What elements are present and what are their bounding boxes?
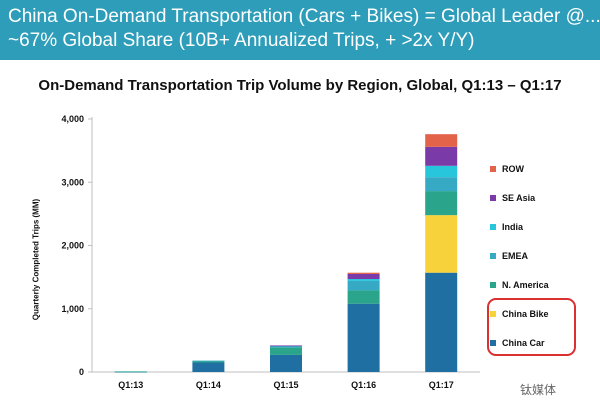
banner-title-line-1: China On-Demand Transportation (Cars + B…	[8, 6, 600, 27]
bar-segment-emea	[192, 360, 225, 362]
bar-segment-row	[347, 272, 380, 274]
legend-label: N. America	[502, 280, 549, 290]
legend-swatch	[490, 340, 496, 346]
legend-swatch	[490, 195, 496, 201]
x-tick-label: Q1:15	[273, 380, 298, 390]
y-tick-label: 4,000	[61, 114, 84, 124]
bar-segment-india	[347, 279, 380, 281]
bar-segment-n-america	[270, 347, 302, 355]
bar-segment-india	[425, 165, 458, 178]
legend-item-china-car: China Car	[490, 337, 545, 349]
bar-segment-emea	[425, 177, 458, 192]
bar-segment-se-asia	[425, 146, 458, 166]
y-tick-label: 2,000	[61, 241, 84, 251]
bar-segment-n-america	[425, 191, 458, 216]
bar-segment-row	[425, 134, 458, 147]
bar-segment-n-america	[114, 371, 147, 373]
legend-label: China Bike	[502, 309, 549, 319]
legend-swatch	[490, 253, 496, 259]
x-tick-label: Q1:14	[196, 380, 221, 390]
legend-label: China Car	[502, 338, 545, 348]
legend-item-china-bike: China Bike	[490, 308, 549, 320]
legend-item-india: India	[490, 221, 523, 233]
legend-swatch	[490, 166, 496, 172]
x-tick-label: Q1:17	[429, 380, 454, 390]
y-tick-label: 1,000	[61, 304, 84, 314]
bar-segment-n-america	[192, 360, 225, 363]
x-tick-label: Q1:16	[351, 380, 376, 390]
legend-item-se-asia: SE Asia	[490, 192, 535, 204]
bar-segment-emea	[270, 346, 302, 348]
legend-item-row: ROW	[490, 163, 524, 175]
x-tick-label: Q1:13	[118, 380, 143, 390]
legend-label: India	[502, 222, 524, 232]
bar-segment-china-car	[270, 354, 302, 372]
legend-label: EMEA	[502, 251, 529, 261]
watermark-text: 钛媒体	[520, 383, 557, 397]
legend-label: SE Asia	[502, 193, 536, 203]
bar-segment-n-america	[347, 290, 380, 304]
legend-swatch	[490, 311, 496, 317]
legend-item-n-america: N. America	[490, 279, 549, 291]
y-tick-label: 3,000	[61, 177, 84, 187]
header-banner: China On-Demand Transportation (Cars + B…	[0, 0, 600, 60]
legend-swatch	[490, 224, 496, 230]
bar-segment-china-car	[347, 303, 380, 372]
legend-swatch	[490, 282, 496, 288]
bar-segment-china-car	[425, 272, 458, 372]
bar-segment-se-asia	[270, 345, 302, 347]
chart-title: On-Demand Transportation Trip Volume by …	[38, 77, 562, 94]
banner-title-line-2: ~67% Global Share (10B+ Annualized Trips…	[8, 30, 475, 51]
china-highlight-box	[487, 298, 576, 356]
bar-segment-china-bike	[425, 215, 458, 273]
legend-label: ROW	[502, 164, 524, 174]
bar-segment-emea	[347, 280, 380, 291]
legend-item-emea: EMEA	[490, 250, 528, 262]
y-tick-label: 0	[79, 367, 84, 377]
bar-segment-se-asia	[347, 273, 380, 280]
bar-segment-china-car	[192, 362, 225, 372]
